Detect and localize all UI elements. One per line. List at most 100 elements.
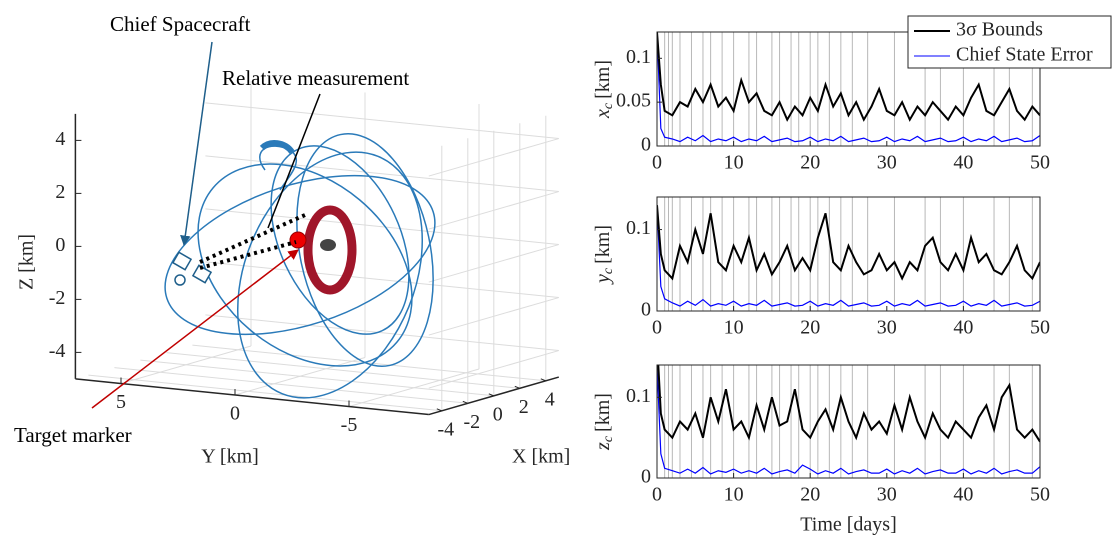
y-tick-label: 0.1	[626, 385, 651, 407]
grid-line	[166, 352, 520, 389]
orbit	[236, 151, 424, 399]
x-tick-label: 50	[1030, 152, 1050, 174]
z-tick-label: -2	[49, 287, 66, 309]
annotation: Chief Spacecraft	[110, 12, 251, 36]
y-axis-label: yc [km]	[592, 225, 617, 285]
x-tick-label: 10	[724, 317, 744, 339]
series-line	[657, 205, 1040, 307]
z-tick-label: 4	[55, 128, 65, 150]
tick	[462, 400, 468, 404]
y-tick-label: 0.1	[626, 217, 651, 239]
axes-3d: 420-2-450-5 -4 -2 0 2 4	[49, 81, 560, 440]
series-line	[657, 205, 1040, 281]
x-tick-label: 0	[493, 403, 503, 425]
series-line	[657, 32, 1040, 122]
series-line	[657, 32, 1040, 143]
x-tick-label: 50	[1030, 484, 1050, 506]
measurement-line	[199, 213, 306, 264]
x-tick-label: -4	[437, 418, 454, 440]
annotation: Target marker	[14, 423, 132, 447]
x-tick-label: 30	[877, 317, 897, 339]
x-tick-label: 0	[652, 317, 662, 339]
tick	[540, 378, 546, 382]
ylabel-unit: [km]	[592, 393, 614, 432]
annotation: Relative measurement	[222, 66, 409, 90]
plot-frame	[656, 196, 1041, 312]
ylabel-subscript: c	[601, 102, 616, 109]
ylabel-subscript: c	[601, 267, 616, 274]
grid-line	[205, 102, 559, 140]
x-tick-label: -2	[463, 411, 480, 433]
x-tick-label: 20	[800, 484, 820, 506]
x-tick-label: 10	[724, 152, 744, 174]
y-tick-label: 0.1	[626, 46, 651, 68]
orbit	[164, 174, 436, 336]
z-tick-label: 2	[55, 181, 65, 203]
y-tick-label: 0	[641, 299, 651, 321]
tick	[488, 393, 494, 397]
series-line	[657, 365, 1040, 443]
x-tick-label: 20	[800, 152, 820, 174]
x-tick-label: 20	[800, 317, 820, 339]
x-tick-label: 30	[877, 152, 897, 174]
x-tick-label: 40	[953, 484, 973, 506]
legend-box	[907, 15, 1112, 69]
x-tick-label: 40	[953, 152, 973, 174]
y-axis-label: xc [km]	[592, 60, 617, 119]
y-tick-label: 0	[641, 134, 651, 156]
arrow	[180, 41, 213, 247]
ylabel-unit: [km]	[592, 60, 614, 99]
ylabel-symbol: z	[592, 442, 614, 451]
z-axis-label: Z [km]	[16, 234, 38, 290]
spacecraft	[171, 251, 213, 286]
dish	[174, 274, 186, 286]
z-tick-label: -4	[49, 340, 66, 362]
x-tick-label: 10	[724, 484, 744, 506]
x-tick-label: 4	[545, 388, 555, 410]
target-ring	[303, 205, 357, 295]
y-axis	[75, 378, 429, 416]
panel	[191, 264, 213, 284]
ylabel-symbol: y	[592, 274, 614, 285]
x-axis-label: X [km]	[512, 446, 570, 468]
y-tick-label: 0.05	[616, 90, 651, 112]
target-marker	[289, 231, 307, 249]
x-tick-label: 50	[1030, 317, 1050, 339]
x-tick-label: 2	[519, 396, 529, 418]
grid-line	[205, 261, 559, 299]
y-tick-label: 0	[641, 466, 651, 488]
grid-line	[205, 208, 559, 246]
plot-frame	[656, 31, 1041, 147]
y-tick-label: 0	[230, 403, 240, 425]
y-tick-label: 5	[116, 391, 126, 413]
orbit	[197, 163, 413, 367]
measurement-line	[199, 240, 297, 270]
target-body	[320, 239, 336, 251]
plot-frame	[656, 364, 1041, 479]
grid-line	[88, 374, 442, 412]
ylabel-subscript: c	[601, 435, 616, 442]
x-tick-label: 30	[877, 484, 897, 506]
y-tick-label: -5	[341, 414, 358, 436]
ylabel-symbol: x	[592, 109, 614, 119]
orbit-cluster	[259, 140, 295, 154]
x-tick-label: 0	[652, 152, 662, 174]
tick	[514, 385, 520, 389]
x-tick-label: 40	[953, 317, 973, 339]
grid-line	[205, 314, 559, 352]
grid-line	[140, 359, 494, 397]
arrow	[91, 249, 299, 409]
orbits	[164, 133, 436, 399]
legend-label: 3σ Bounds	[956, 19, 1043, 41]
legend-label: Chief State Error	[956, 44, 1093, 66]
series-line	[657, 365, 1040, 475]
grid-line	[114, 367, 468, 404]
ylabel-unit: [km]	[592, 225, 614, 264]
panel	[171, 251, 193, 271]
x-tick-label: 0	[652, 484, 662, 506]
legend: 3σ Bounds Chief State Error	[907, 15, 1112, 69]
tick	[436, 408, 442, 412]
y-axis-label: Y [km]	[201, 446, 259, 468]
z-tick-label: 0	[55, 234, 65, 256]
